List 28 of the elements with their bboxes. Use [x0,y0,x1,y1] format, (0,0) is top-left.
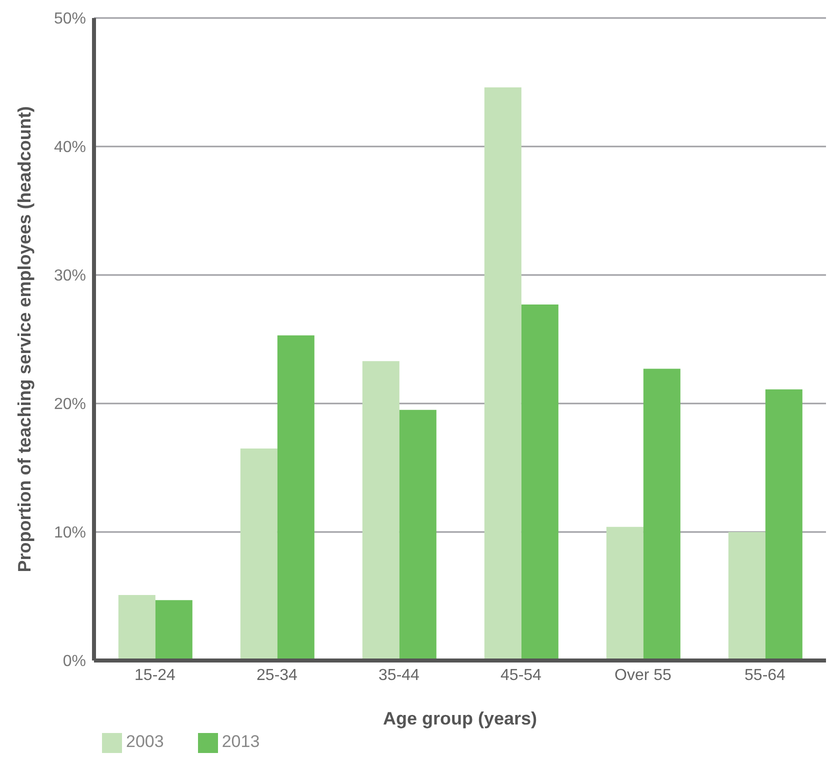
x-tick-label: 55-64 [744,666,786,684]
legend-label: 2013 [222,732,260,752]
bar [606,526,644,660]
y-axis-title: Proportion of teaching service employees (headcount) [14,106,34,572]
y-tick-label: 50% [54,10,86,28]
x-tick-label: 45-54 [500,666,542,684]
bar [240,448,278,660]
bar [277,335,314,660]
y-tick-label: 0% [62,653,86,670]
bar [728,532,766,660]
bar [643,368,680,660]
y-tick-label: 30% [54,268,86,285]
x-tick-label: 35-44 [378,666,420,684]
bar [155,600,192,660]
y-tick-label: 40% [54,139,86,156]
x-tick-label: 15-24 [134,666,176,684]
bar [399,410,436,660]
x-tick-label: 25-34 [256,666,298,684]
x-tick-label: Over 55 [614,666,672,684]
bar [521,304,558,660]
bar [765,389,802,660]
x-axis-title: Age group (years) [382,708,538,728]
y-tick-label: 20% [54,396,86,414]
legend-label: 2003 [126,732,164,752]
bar [118,594,156,660]
y-tick-label: 10% [54,524,86,542]
bar [484,87,522,660]
bar [362,361,400,660]
